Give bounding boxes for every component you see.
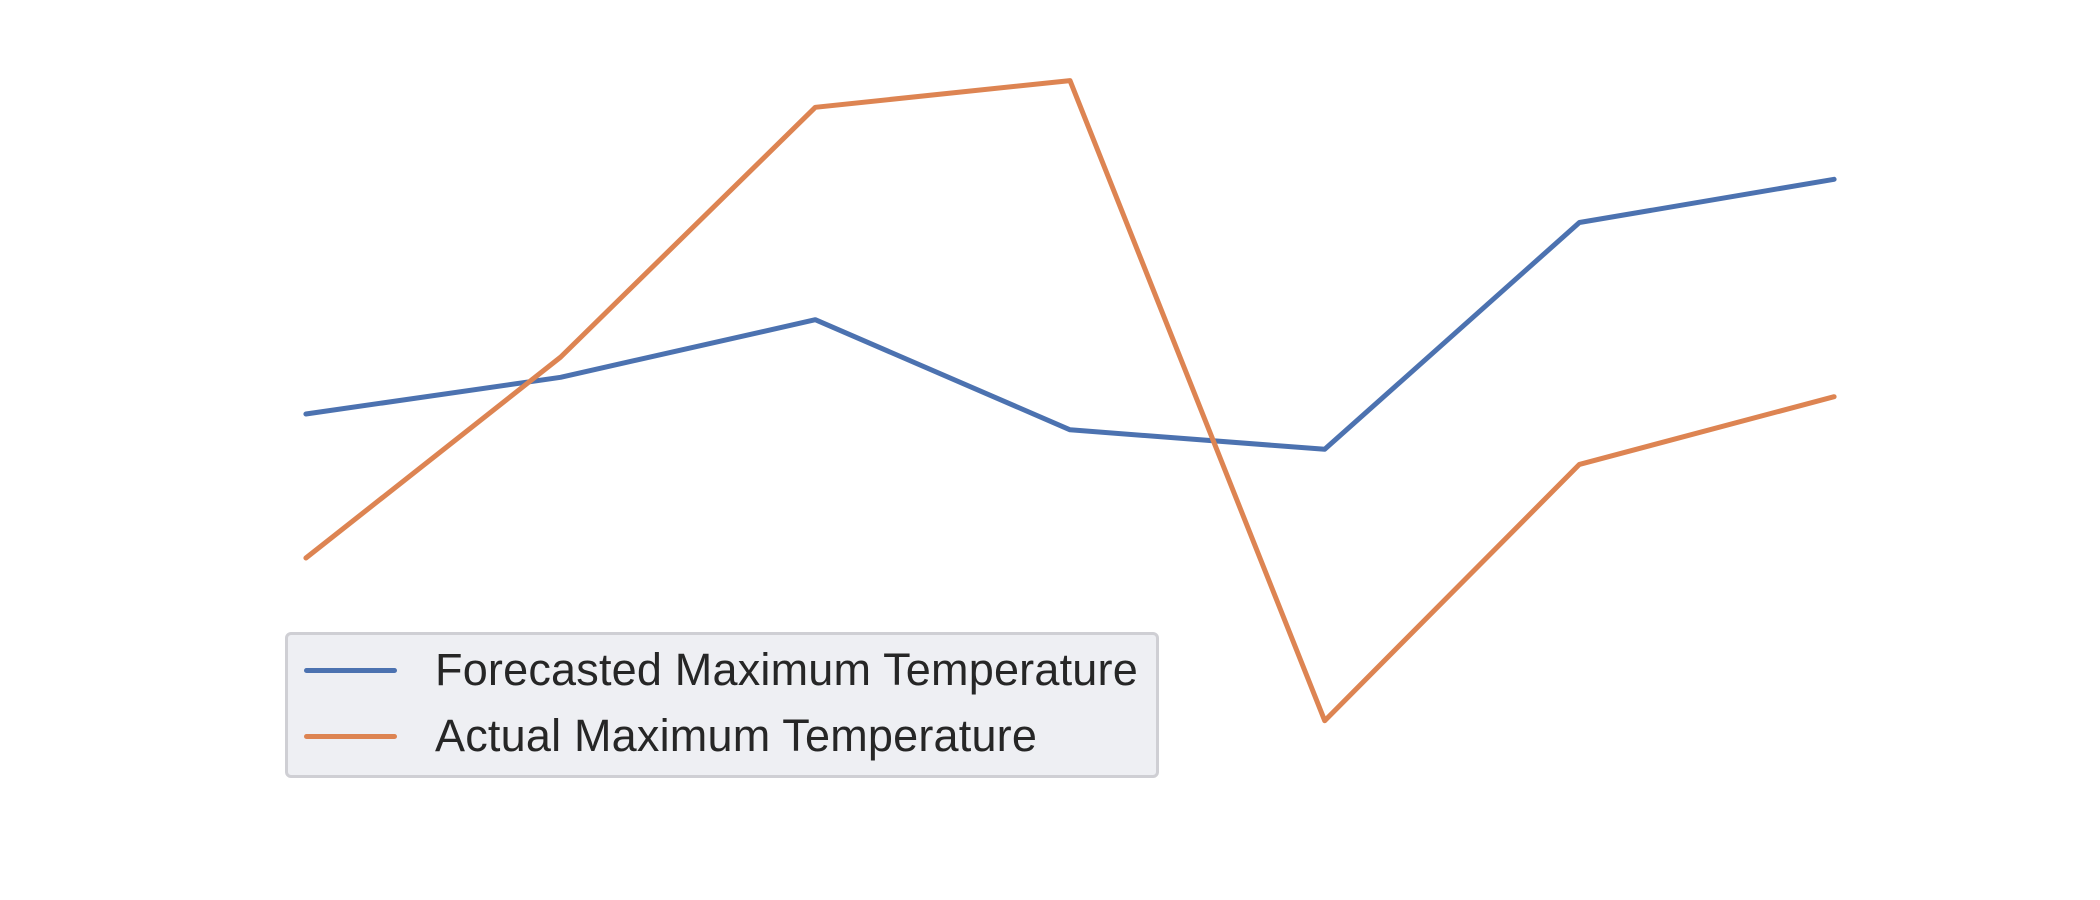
legend-label-actual: Actual Maximum Temperature — [435, 710, 1038, 761]
series-line-forecasted-maximum-temperature — [303, 176, 1837, 452]
series-line-actual-maximum-temperature — [303, 78, 1837, 724]
series-layer — [303, 78, 1837, 724]
chart-legend: Forecasted Maximum Temperature Actual Ma… — [285, 632, 1159, 778]
legend-label-forecasted: Forecasted Maximum Temperature — [435, 644, 1138, 695]
legend-item-actual: Actual Maximum Temperature — [304, 706, 1037, 766]
legend-item-forecasted: Forecasted Maximum Temperature — [304, 640, 1138, 700]
legend-swatch-forecasted — [304, 667, 397, 673]
legend-swatch-actual — [304, 733, 397, 739]
